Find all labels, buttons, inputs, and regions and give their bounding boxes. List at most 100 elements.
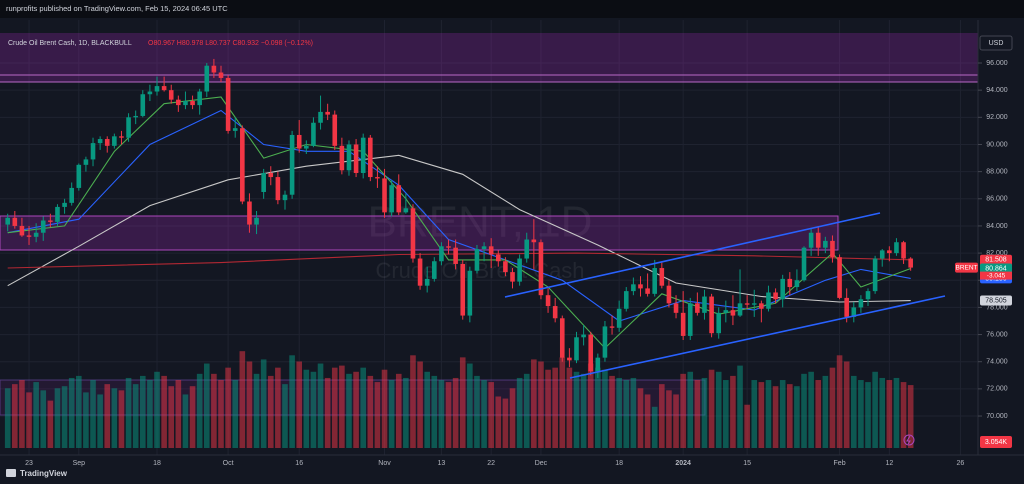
volume-bar <box>12 384 18 448</box>
candle-body <box>638 284 643 289</box>
candle-body <box>595 357 601 372</box>
candle-body <box>908 258 913 268</box>
candle-body <box>616 308 622 328</box>
volume-bar <box>858 380 864 448</box>
candle-body <box>794 280 800 288</box>
candle-body <box>325 111 330 115</box>
volume-bar <box>850 375 857 448</box>
candle-body <box>609 326 615 328</box>
candle-body <box>140 94 146 116</box>
volume-bar <box>502 398 509 448</box>
volume-bar <box>829 367 836 448</box>
volume-bar <box>822 375 829 448</box>
candle-body <box>517 258 522 282</box>
volume-bar <box>111 388 118 448</box>
volume-bar <box>61 386 68 448</box>
volume-bar <box>239 351 246 448</box>
y-tick-label: 86.000 <box>986 196 1008 203</box>
candle-body <box>318 111 323 123</box>
volume-bar <box>40 390 47 448</box>
x-tick-label: 15 <box>743 460 751 467</box>
volume-bar <box>97 394 103 448</box>
volume-bar <box>666 390 672 448</box>
candle-body <box>176 99 181 106</box>
volume-bar <box>900 382 907 448</box>
volume-bar <box>154 371 160 448</box>
volume-bar <box>808 371 814 448</box>
x-tick-label: Oct <box>223 460 234 467</box>
volume-bar <box>587 363 594 448</box>
volume-bar <box>47 400 54 448</box>
candle-body <box>410 208 416 259</box>
candle-body <box>353 144 359 173</box>
candle-body <box>112 136 117 146</box>
volume-bar <box>189 386 196 448</box>
volume-bar <box>538 361 544 448</box>
candle-body <box>552 306 558 319</box>
candle-body <box>183 101 188 106</box>
volume-bar <box>203 363 210 448</box>
candle-body <box>240 128 245 202</box>
volume-bar <box>680 373 686 448</box>
volume-bar <box>33 382 39 448</box>
y-tick-label: 74.000 <box>986 359 1008 366</box>
candle-body <box>887 250 892 254</box>
volume-bar <box>381 369 388 448</box>
candle-body <box>709 296 714 334</box>
candle-body <box>360 137 366 173</box>
moving-average <box>7 154 911 303</box>
candle-body <box>687 303 693 336</box>
volume-bar <box>623 380 630 448</box>
volume-bar <box>488 382 494 448</box>
x-tick-label: 18 <box>615 460 623 467</box>
x-tick-label: Feb <box>834 460 846 467</box>
volume-bar <box>275 367 281 448</box>
y-tick-label: 88.000 <box>986 168 1008 175</box>
volume-bar <box>353 371 359 448</box>
volume-bar <box>83 392 89 448</box>
candle-body <box>730 310 736 316</box>
alert-icon[interactable] <box>903 434 915 446</box>
candle-body <box>133 115 138 118</box>
volume-bar <box>403 377 409 448</box>
x-tick-label: Sep <box>73 460 86 467</box>
volume-bar <box>758 382 765 448</box>
volume-bar <box>388 380 395 448</box>
x-tick-label: 26 <box>957 460 965 467</box>
candle-body <box>69 187 74 203</box>
volume-bar <box>616 377 622 448</box>
volume-bar <box>879 377 886 448</box>
candle-body <box>339 145 345 171</box>
x-tick-label: Dec <box>535 460 548 467</box>
candle-body <box>524 239 530 259</box>
supply-zone <box>0 33 978 82</box>
candle-body <box>673 303 679 313</box>
candle-body <box>119 136 124 138</box>
candle-body <box>346 144 352 171</box>
candle-body <box>744 303 750 305</box>
candle-body <box>382 178 387 213</box>
volume-bar <box>545 369 551 448</box>
volume-bar <box>90 380 96 448</box>
candle-body <box>432 261 437 279</box>
volume-bar <box>865 382 871 448</box>
volume-bar <box>417 361 423 448</box>
volume-bar <box>644 394 651 448</box>
volume-bar <box>694 380 701 448</box>
candle-body <box>439 246 444 262</box>
candle-body <box>204 65 210 92</box>
candle-body <box>311 122 316 146</box>
volume-bar <box>125 377 132 448</box>
volume-bar <box>801 373 807 448</box>
candle-body <box>104 139 110 146</box>
candle-body <box>808 232 814 248</box>
volume-bar <box>19 380 25 448</box>
candle-body <box>154 86 160 92</box>
candle-body <box>510 272 515 282</box>
price-label-box <box>980 263 1012 274</box>
candle-body <box>538 242 544 296</box>
volume-bar <box>168 386 175 448</box>
volume-bar <box>296 361 303 448</box>
y-tick-label: 82.000 <box>986 250 1008 257</box>
